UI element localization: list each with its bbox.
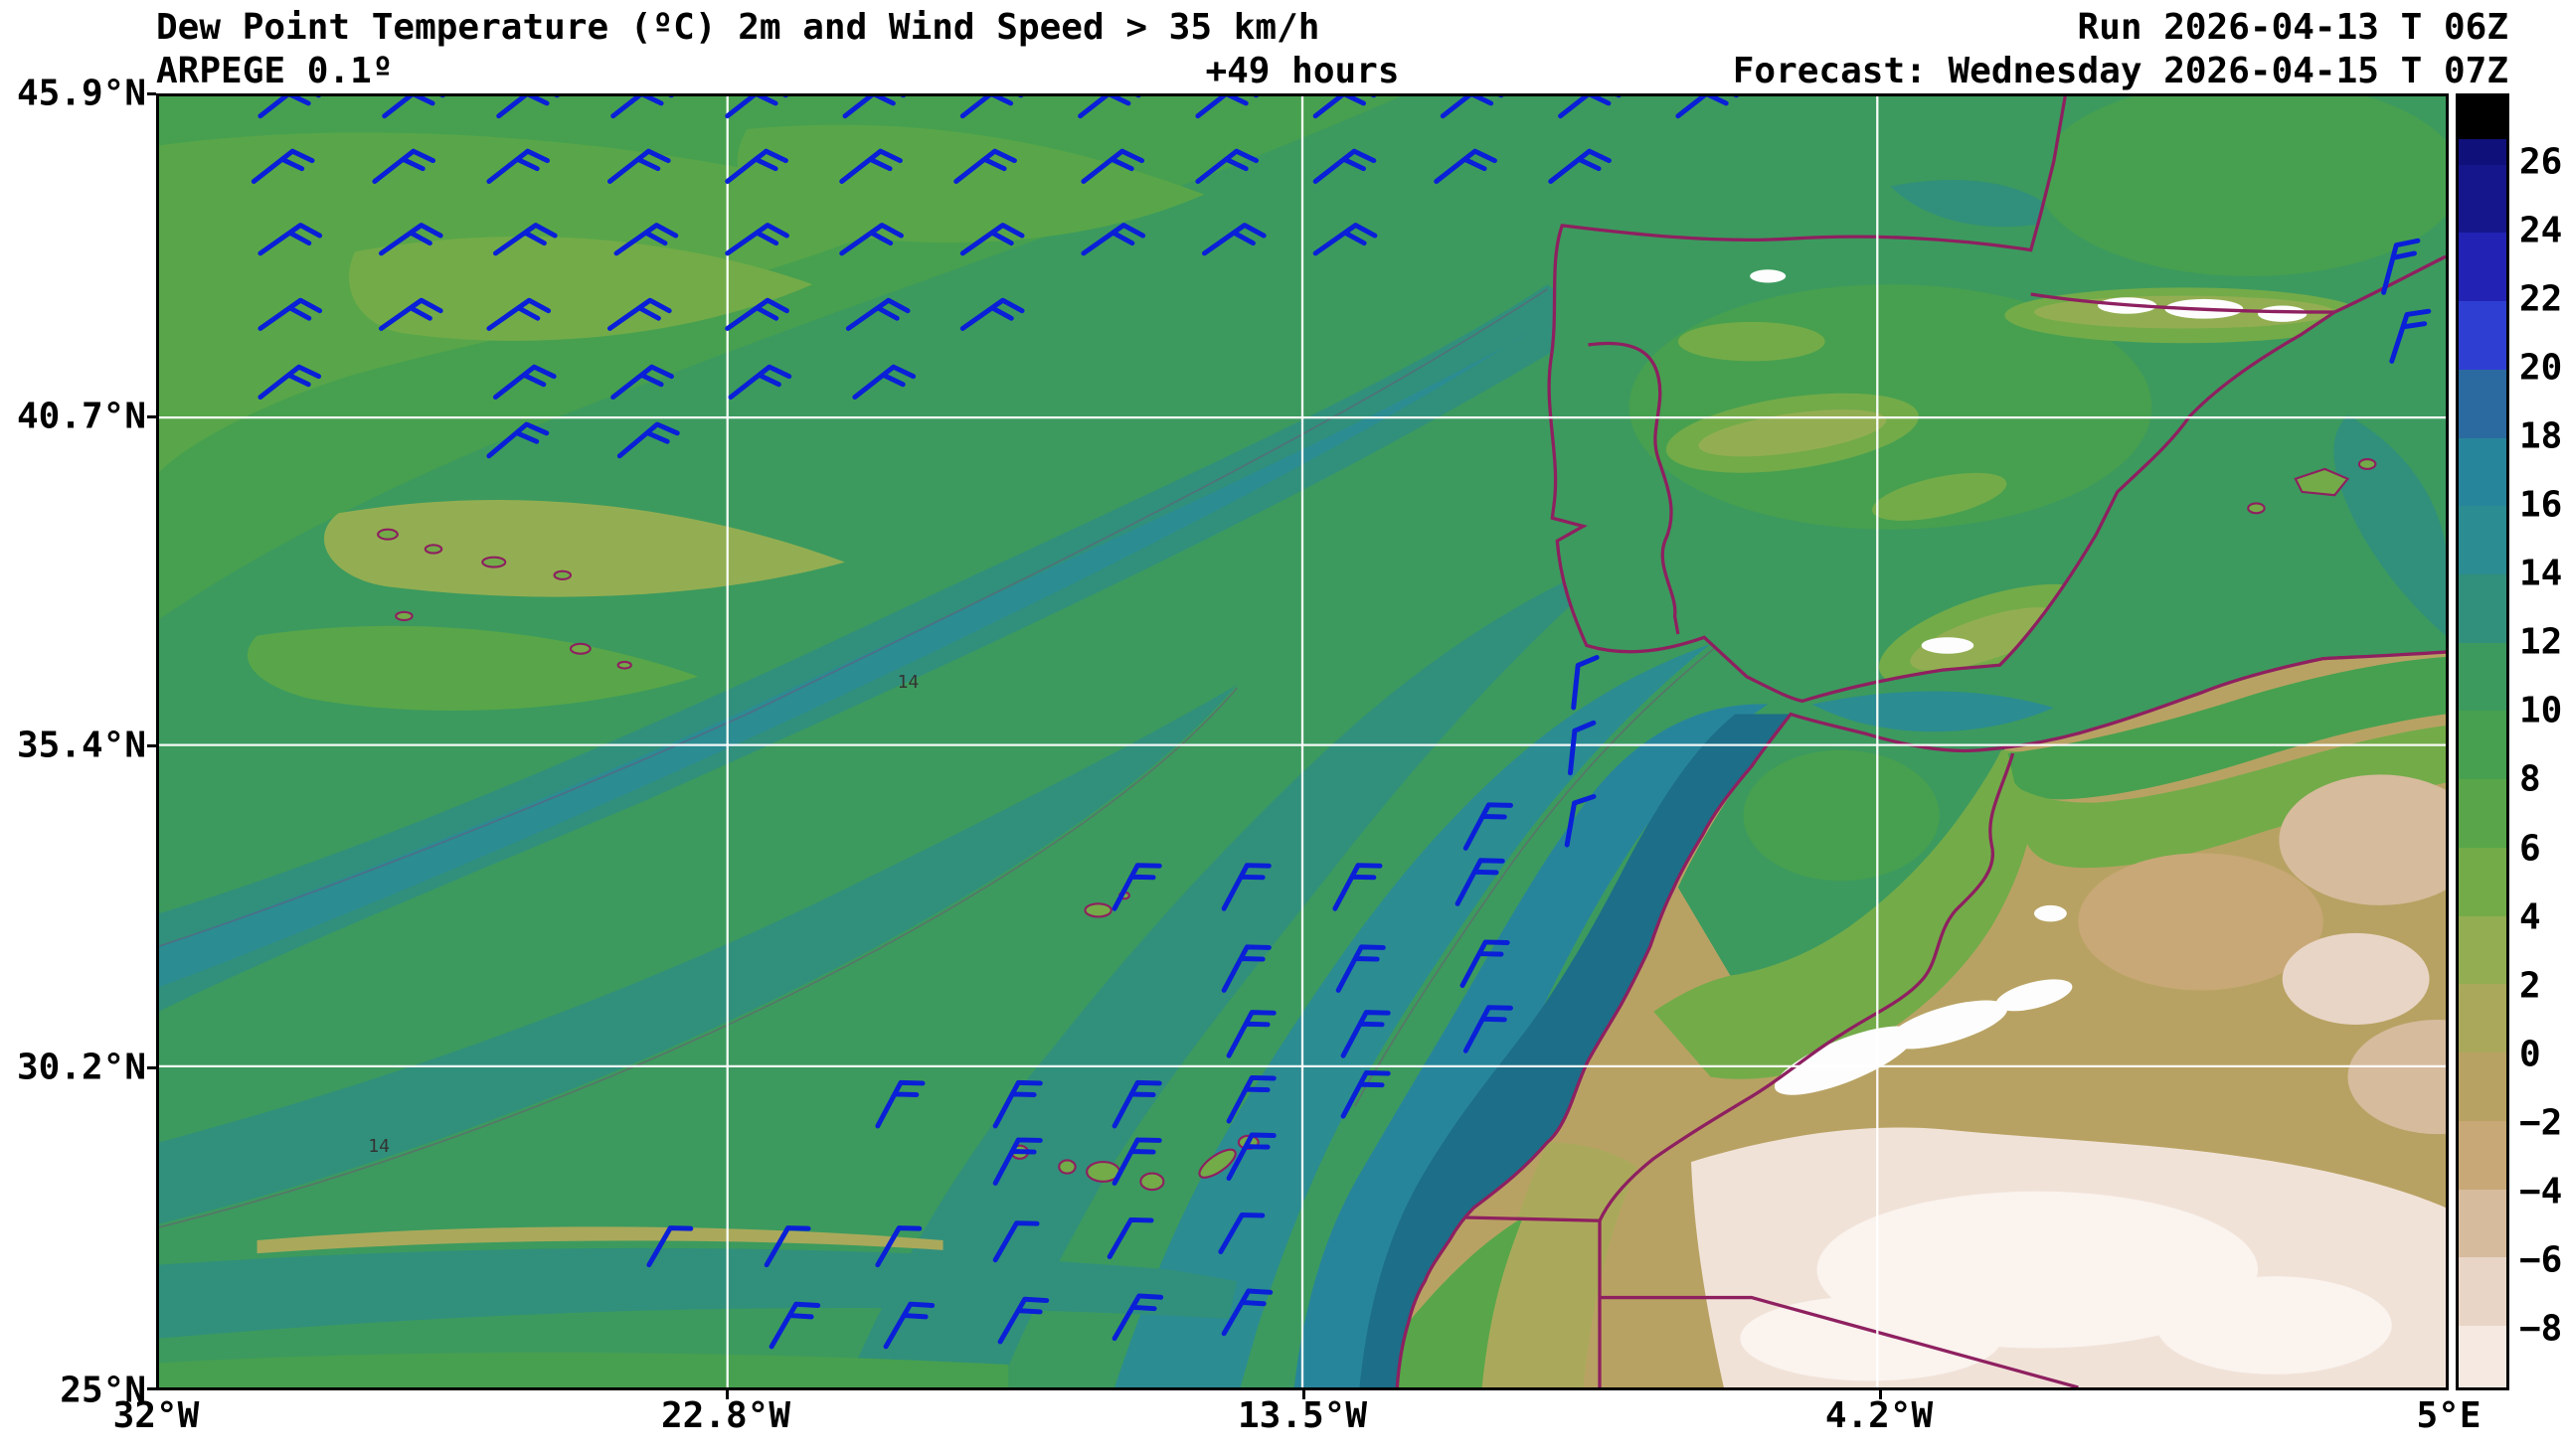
y-tick-label: 40.7°N — [16, 396, 146, 437]
colorbar-tick-label: 24 — [2519, 210, 2563, 251]
colorbar-segment — [2459, 138, 2506, 165]
colorbar-segment — [2459, 1120, 2506, 1190]
colorbar-tick-label: 10 — [2519, 690, 2563, 731]
model-label: ARPEGE 0.1º — [156, 51, 394, 91]
forecast-map: 14 14 — [159, 96, 2446, 1387]
y-tick-mark — [147, 744, 156, 747]
forecast-label: Forecast: Wednesday 2026-04-15 T 07Z — [1732, 51, 2508, 91]
contour-labels: 14 14 — [368, 672, 919, 1157]
colorbar-segment — [2459, 233, 2506, 302]
colorbar-tick-label: 26 — [2519, 141, 2563, 183]
colorbar-segment — [2459, 1189, 2506, 1258]
colorbar-segment — [2459, 369, 2506, 438]
wind-barbs-layer — [251, 96, 2432, 1350]
y-tick-label: 30.2°N — [16, 1047, 146, 1088]
y-tick-mark — [147, 92, 156, 95]
x-tick-label: 4.2°W — [1824, 1395, 1934, 1436]
x-tick-mark — [726, 1390, 729, 1399]
colorbar-tick-label: −2 — [2519, 1102, 2563, 1144]
y-tick-mark — [147, 1387, 156, 1390]
colorbar-tick-label: 16 — [2519, 484, 2563, 526]
page-title: Dew Point Temperature (ºC) 2m and Wind S… — [156, 7, 1320, 48]
colorbar-tick-label: 6 — [2519, 828, 2541, 870]
colorbar-segment — [2459, 779, 2506, 848]
colorbar-tick-label: 2 — [2519, 965, 2541, 1007]
colorbar-tick-label: −8 — [2519, 1308, 2563, 1350]
x-tick-label: 5°E — [2416, 1395, 2481, 1436]
colorbar-segment — [2459, 301, 2506, 370]
colorbar-tick-label: 20 — [2519, 347, 2563, 389]
x-tick-label: 13.5°W — [1237, 1395, 1368, 1436]
y-tick-label: 25°N — [60, 1370, 146, 1411]
africa-terrain — [1397, 656, 2446, 1387]
colorbar-tick-label: −4 — [2519, 1171, 2563, 1213]
y-tick-label: 35.4°N — [16, 725, 146, 766]
colorbar-segment — [2459, 164, 2506, 234]
colorbar-segment — [2459, 915, 2506, 985]
x-tick-label: 32°W — [112, 1395, 200, 1436]
y-tick-label: 45.9°N — [16, 73, 146, 114]
map-plot-area: 14 14 — [156, 93, 2449, 1390]
run-label: Run 2026-04-13 T 06Z — [2077, 7, 2508, 48]
x-tick-label: 22.8°W — [660, 1395, 791, 1436]
colorbar-tick-label: 22 — [2519, 278, 2563, 320]
colorbar — [2456, 93, 2509, 1390]
colorbar-segment — [2459, 437, 2506, 507]
colorbar-tick-labels: 26 24 22 20 18 16 14 12 10 8 6 4 2 0 −2 −4 −6 −8 — [2519, 93, 2567, 1390]
colorbar-segment — [2459, 1325, 2506, 1387]
colorbar-tick-label: 12 — [2519, 621, 2563, 663]
svg-text:14: 14 — [898, 672, 920, 693]
colorbar-segment — [2459, 847, 2506, 916]
lead-time-label: +49 hours — [1205, 51, 1400, 91]
colorbar-segment — [2459, 642, 2506, 712]
x-tick-mark — [1879, 1390, 1882, 1399]
colorbar-segment — [2459, 984, 2506, 1053]
colorbar-segment — [2459, 96, 2506, 139]
colorbar-tick-label: 0 — [2519, 1034, 2541, 1075]
svg-text:14: 14 — [368, 1136, 390, 1157]
contour-lines — [159, 288, 1715, 1228]
y-tick-mark — [147, 415, 156, 418]
coastlines-borders — [1395, 96, 2446, 1387]
colorbar-segment — [2459, 1052, 2506, 1121]
colorbar-segment — [2459, 1257, 2506, 1326]
colorbar-segment — [2459, 574, 2506, 643]
colorbar-segment — [2459, 711, 2506, 780]
iberia-terrain — [1628, 96, 2446, 688]
islands — [377, 457, 2377, 1192]
colorbar-tick-label: 8 — [2519, 758, 2541, 800]
x-tick-mark — [1302, 1390, 1305, 1399]
colorbar-tick-label: 14 — [2519, 553, 2563, 594]
gridlines — [159, 96, 2446, 1387]
y-tick-mark — [147, 1066, 156, 1069]
colorbar-segment — [2459, 506, 2506, 575]
colorbar-tick-label: 4 — [2519, 896, 2541, 938]
colorbar-tick-label: −6 — [2519, 1239, 2563, 1281]
colorbar-tick-label: 18 — [2519, 415, 2563, 457]
